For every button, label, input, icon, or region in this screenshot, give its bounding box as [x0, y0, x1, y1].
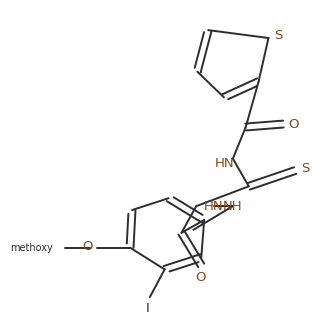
Text: S: S — [274, 29, 283, 42]
Text: O: O — [288, 118, 299, 131]
Text: O: O — [82, 240, 92, 253]
Text: NH: NH — [223, 200, 243, 213]
Text: methoxy: methoxy — [10, 243, 53, 253]
Text: O: O — [195, 271, 206, 284]
Text: HN: HN — [204, 200, 224, 213]
Text: S: S — [301, 162, 309, 175]
Text: HN: HN — [215, 157, 235, 170]
Text: I: I — [146, 302, 150, 315]
